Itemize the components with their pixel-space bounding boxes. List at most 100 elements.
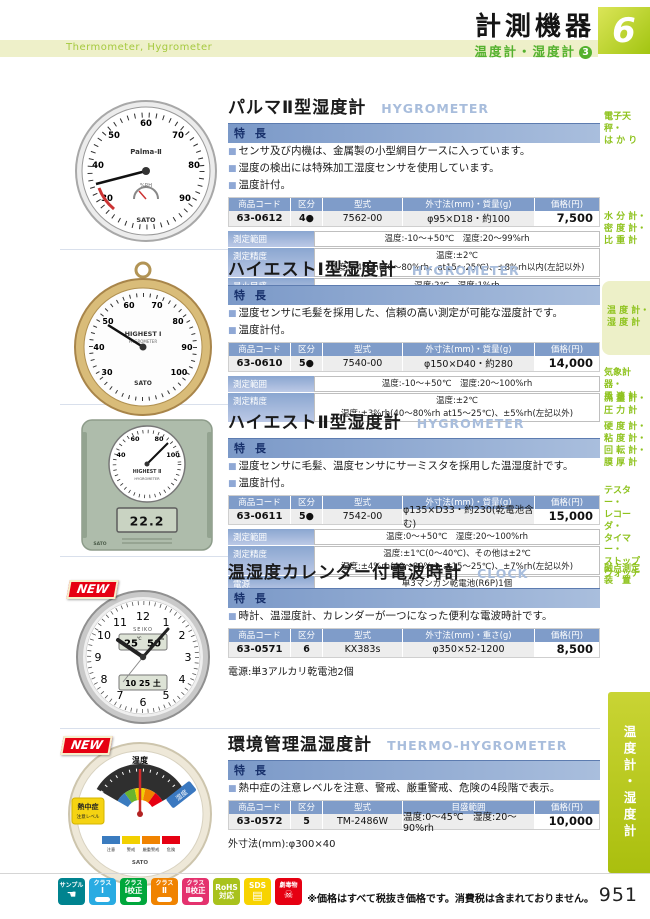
product-table-row: 63-0571 6 KX383s φ350×52-1200 8,500: [229, 641, 599, 657]
gauge-model-label: Palma-Ⅱ: [130, 148, 162, 156]
product-photo-hygrometer: 30 40 50 60 70 80 90 100 HIGHEST Ⅰ HYGRO…: [68, 257, 218, 423]
gauge-unit-label: %RH: [140, 183, 152, 189]
class1-icon: クラス Ⅰ: [89, 878, 116, 905]
hanging-ring: [134, 261, 152, 279]
class2-icon: クラス Ⅱ: [151, 878, 178, 905]
product-name: パルマⅡ型湿度計: [228, 98, 367, 118]
chapter-number: 6: [612, 10, 636, 51]
spec-value: 温度:0〜+50℃ 湿度:20〜100%rh: [314, 528, 600, 546]
sidebar-item-weather[interactable]: 気象計器・ 風 速 計: [604, 368, 638, 402]
gauge-needle: [107, 323, 144, 349]
spec-value: 温度:-10〜+50℃ 湿度:20〜100%rh: [314, 375, 600, 393]
product-table-header: 商品コード 区分 型式 外寸法(mm)・質量(g) 価格(円): [229, 197, 599, 211]
gauge-dial-number: 80: [154, 435, 164, 443]
spec-value: 温度:±2℃ 湿度:±3%rh(40〜80%rh at15〜25℃)、±5%rh…: [314, 393, 600, 422]
sidebar-item-thermo-hygro[interactable]: 温 度 計・ 湿 度 計: [602, 281, 650, 355]
product-model: 7542-00: [323, 508, 403, 524]
product-photo-thermo-hygrometer: 40 60 80 100 HIGHEST Ⅱ HYGROMETER 22.2 S…: [72, 412, 222, 558]
heatstroke-title: 熱中症: [78, 802, 99, 811]
spec-label: 測定範囲: [228, 375, 314, 393]
product-section-palma2: 30 40 50 60 70 80 90 Palma-Ⅱ %RH SATO パル…: [60, 93, 600, 295]
gauge-dial-number: 90: [179, 194, 191, 204]
product-table: 商品コード 区分 型式 外寸法(mm)・重さ(g) 価格(円) 63-0571 6 …: [228, 627, 600, 658]
gauge-needle: [95, 169, 147, 186]
product-name: ハイエストⅡ型湿度計: [228, 413, 402, 433]
clock-number: 8: [101, 673, 108, 686]
thermometer-icon: [126, 897, 141, 903]
clock-number: 4: [179, 673, 186, 686]
gauge-dial-number: 30: [101, 194, 113, 204]
gauge-dial-number: 60: [130, 435, 140, 443]
feature-item: 湿度センサに毛髪、温度センサにサーミスタを採用した温湿度計です。: [228, 458, 600, 475]
category-name-en: Thermometer, Hygrometer: [66, 42, 213, 53]
clock-number: 6: [140, 696, 147, 709]
gauge-dial-number: 30: [101, 368, 113, 377]
sidebar-item-balance[interactable]: 電子天秤・ は か り: [604, 112, 638, 146]
product-model: TM-2486W: [323, 813, 403, 829]
product-photo-thermo-hygrometer: NEW 温度 熱中症 注意レベル 湿度: [60, 736, 220, 890]
spec-label: 測定精度: [228, 393, 314, 422]
gauge-dial-number: 80: [172, 317, 184, 326]
product-class: 5●: [291, 508, 323, 524]
feature-item: 時計、温湿度計、カレンダーが一つになった便利な電波時計です。: [228, 608, 600, 625]
product-code: 63-0611: [229, 508, 291, 524]
spec-table: 測定範囲 温度:-10〜+50℃ 湿度:20〜100%rh 測定精度 温度:±2℃ …: [228, 375, 600, 422]
spec-value: 温度:±1℃(0〜40℃)、その他は±2℃ 湿度:±4%rh(40〜80%rh …: [314, 546, 600, 575]
sidebar-item-melting[interactable]: 融点測定 装 置: [604, 564, 641, 586]
feature-item: 温度計付。: [228, 475, 600, 492]
product-model: 7540-00: [323, 355, 403, 371]
gauge-dial-number: 100: [171, 368, 188, 377]
product-table: 商品コード 区分 型式 外寸法(mm)・質量(g) 価格(円) 63-0610 5●…: [228, 341, 600, 372]
product-code: 63-0610: [229, 355, 291, 371]
legend-label: 厳重警戒: [143, 846, 161, 853]
category-bar: [0, 40, 598, 57]
product-type-en: HYGROMETER: [381, 101, 489, 116]
lcd-panel: [116, 507, 178, 533]
legend-chip-caution: [102, 836, 120, 844]
feature-item: 湿度の検出には特殊加工湿度センサを使用しています。: [228, 160, 600, 177]
tax-disclaimer: ※価格はすべて税抜き価格です。消費税は含まれておりません。: [307, 894, 594, 905]
temperature-scale-label: 温度: [132, 755, 149, 765]
class2-calibrated-icon: クラス Ⅱ校正: [182, 878, 209, 905]
lcd-temperature: 25: [124, 639, 138, 650]
second-hand: [122, 656, 144, 683]
legend-label: 警戒: [127, 846, 136, 853]
hour-hand: [116, 638, 145, 659]
sidebar-item-flow[interactable]: 流 量 計・ 圧 力 計: [604, 394, 647, 416]
gauge-sub-label: HYGROMETER: [134, 477, 160, 481]
section-divider: [60, 728, 600, 729]
sds-icon: SDS ▤: [244, 878, 271, 905]
product-price: 8,500: [535, 641, 599, 657]
level-zone-severe: [142, 788, 156, 803]
page-number: 951: [598, 884, 638, 906]
legend-label: 注意: [107, 846, 115, 853]
legend-chip-severe: [142, 836, 160, 844]
chapter-tab[interactable]: 6: [598, 7, 650, 54]
product-photo-hygrometer: 30 40 50 60 70 80 90 Palma-Ⅱ %RH SATO: [64, 95, 229, 251]
product-table: 商品コード 区分 型式 外寸法(mm)・質量(g) 価格(円) 63-0612 4●…: [228, 196, 600, 227]
sidebar-item-tester[interactable]: テスター・ レコーダ・ タイマー・ ストップ ウォッチ: [604, 486, 641, 580]
edge-tab-thermo-hygro[interactable]: 温度計・湿度計: [608, 692, 650, 873]
clock-number: 12: [136, 610, 150, 623]
brand-logo: SATO: [93, 541, 106, 547]
spec-label: 測定精度: [228, 248, 314, 277]
sidebar-item-hardness[interactable]: 硬 度 計・ 粘 度 計・ 回 転 計・ 膜 厚 計: [604, 422, 647, 468]
feature-item: 温度計付。: [228, 177, 600, 194]
product-name: 環境管理温湿度計: [228, 735, 372, 755]
gauge-dial-number: 50: [108, 131, 120, 141]
sidebar-item-moisture[interactable]: 水 分 計・ 密 度 計・ 比 重 計: [604, 212, 647, 246]
product-section-env-thermo-hygro: NEW 温度 熱中症 注意レベル 湿度: [60, 730, 600, 886]
spec-label: 測定範囲: [228, 528, 314, 546]
product-code: 63-0571: [229, 641, 291, 657]
feature-item: 湿度センサに毛髪を採用した、信頼の高い測定が可能な湿度計です。: [228, 305, 600, 322]
lcd-date: 10 25 土: [125, 678, 161, 688]
features-header: 特 長: [228, 123, 600, 143]
product-price: 7,500: [535, 210, 599, 226]
thermometer-icon: [157, 897, 172, 903]
thermo-hygrometer-illustration: 40 60 80 100 HIGHEST Ⅱ HYGROMETER 22.2 S…: [81, 419, 213, 551]
gauge-dial-number: 100: [166, 451, 180, 459]
legend-chip-warning: [122, 836, 140, 844]
gauge-dial-number: 60: [140, 119, 152, 129]
power-note: 電源:単3アルカリ乾電池2個: [228, 666, 354, 678]
